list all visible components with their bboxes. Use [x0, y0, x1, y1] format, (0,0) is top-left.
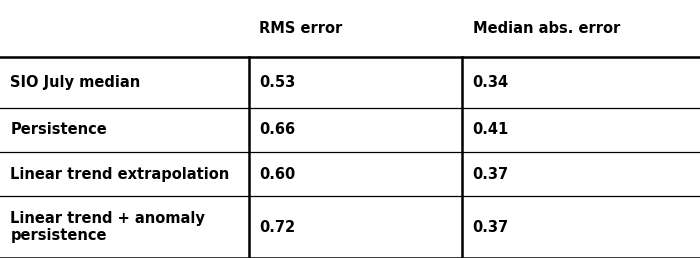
Text: 0.37: 0.37	[473, 220, 509, 235]
Text: 0.60: 0.60	[259, 167, 295, 182]
Text: Median abs. error: Median abs. error	[473, 21, 620, 36]
Text: 0.34: 0.34	[473, 75, 509, 90]
Text: Linear trend extrapolation: Linear trend extrapolation	[10, 167, 230, 182]
Text: 0.53: 0.53	[259, 75, 295, 90]
Text: 0.72: 0.72	[259, 220, 295, 235]
Text: 0.66: 0.66	[259, 122, 295, 137]
Text: SIO July median: SIO July median	[10, 75, 141, 90]
Text: RMS error: RMS error	[259, 21, 342, 36]
Text: Persistence: Persistence	[10, 122, 107, 137]
Text: 0.41: 0.41	[473, 122, 509, 137]
Text: 0.37: 0.37	[473, 167, 509, 182]
Text: Linear trend + anomaly
persistence: Linear trend + anomaly persistence	[10, 211, 205, 243]
